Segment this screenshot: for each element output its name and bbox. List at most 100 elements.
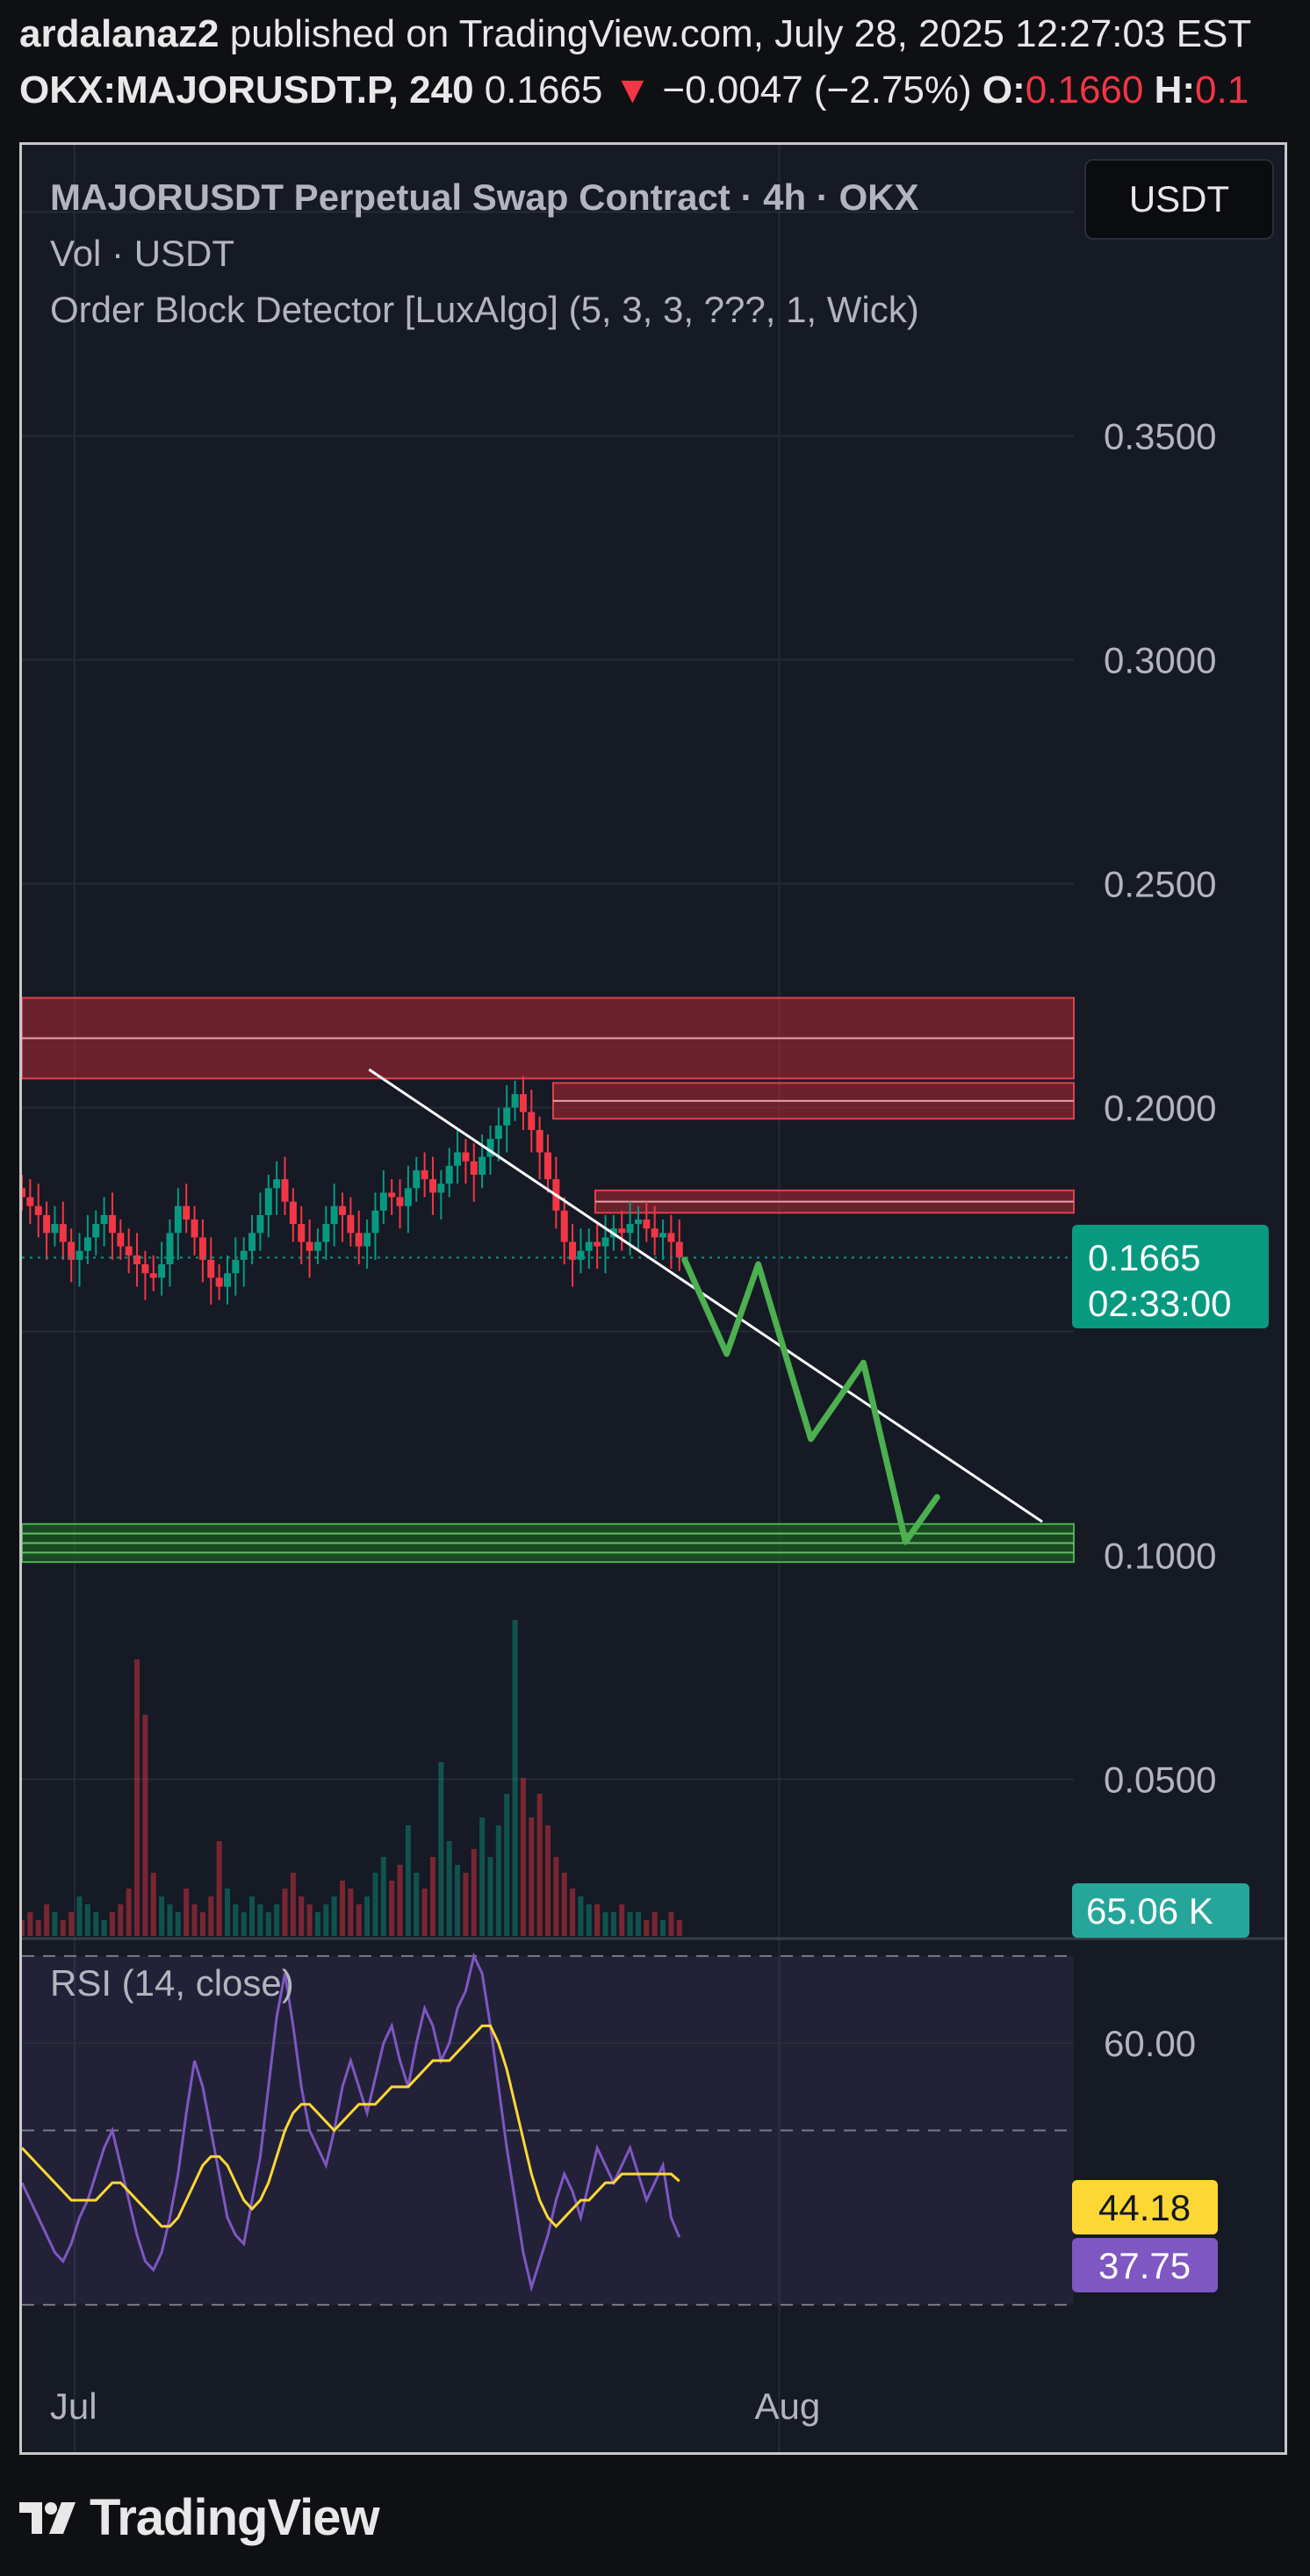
candle-body: [626, 1224, 634, 1234]
candle-body: [117, 1233, 125, 1247]
price-axis-labels: 0.40000.35000.30000.25000.20000.10000.05…: [1104, 192, 1216, 1801]
volume-bar: [175, 1912, 181, 1936]
candle-body: [569, 1241, 577, 1260]
volume-bar: [142, 1715, 148, 1936]
volume-bar: [553, 1857, 559, 1936]
volume-bar: [118, 1904, 124, 1936]
publish-info: ardalanaz2 published on TradingView.com,…: [19, 12, 1251, 56]
volume-bar: [257, 1904, 263, 1936]
chart-frame[interactable]: 0.40000.35000.30000.25000.20000.10000.05…: [19, 142, 1287, 2455]
candle-body: [330, 1205, 338, 1225]
projection-path[interactable]: [681, 1256, 940, 1545]
candle-body: [34, 1205, 42, 1215]
time-tick-label: Aug: [755, 2385, 821, 2427]
candle-body: [92, 1224, 100, 1238]
trendline[interactable]: [368, 1068, 1043, 1523]
candle-body: [313, 1241, 321, 1251]
volume-bar: [348, 1889, 354, 1936]
rsi-tag[interactable]: 37.75: [1072, 2238, 1218, 2292]
volume-bar: [660, 1920, 666, 1936]
candle-body: [651, 1228, 659, 1238]
rsi-ma-tag-value: 44.18: [1098, 2187, 1191, 2228]
volume-bar: [134, 1659, 140, 1936]
candle-body: [560, 1210, 568, 1242]
candle-body: [494, 1125, 502, 1140]
volume-bar: [306, 1904, 313, 1936]
candle-body: [273, 1179, 281, 1189]
volume-bar: [594, 1904, 601, 1936]
candle-body: [281, 1179, 289, 1202]
volume-bar: [224, 1889, 230, 1936]
volume-bar: [668, 1912, 674, 1936]
candle-body: [183, 1205, 191, 1220]
volume-bar: [216, 1841, 222, 1936]
volume-bar: [22, 1920, 25, 1936]
rsi-ma-tag[interactable]: 44.18: [1072, 2180, 1218, 2234]
candle-body: [519, 1094, 527, 1112]
volume-bar: [570, 1889, 576, 1936]
volume-bar: [323, 1904, 329, 1936]
price-tag[interactable]: 0.1665 02:33:00: [1072, 1225, 1269, 1328]
volume-bar: [340, 1881, 346, 1936]
volume-bar: [208, 1896, 214, 1936]
volume-bar: [249, 1896, 256, 1936]
candle-body: [396, 1197, 404, 1206]
candle-body: [528, 1112, 536, 1130]
candle-body: [215, 1277, 223, 1287]
volume-bar: [397, 1865, 403, 1936]
candle-body: [158, 1264, 166, 1278]
volume-bar: [167, 1904, 173, 1936]
volume-bar: [644, 1920, 650, 1936]
rsi-line: [22, 1952, 681, 2292]
candle-body: [51, 1224, 59, 1234]
candle-body: [125, 1246, 133, 1256]
volume-bar: [545, 1825, 551, 1936]
volume-bar: [389, 1881, 395, 1936]
candle-body: [462, 1152, 470, 1162]
high-label: H:: [1154, 68, 1196, 112]
candle-body: [100, 1214, 108, 1225]
volume-bar: [487, 1857, 493, 1936]
volume-bar: [282, 1889, 288, 1936]
candle-body: [363, 1233, 371, 1247]
volume-bar: [84, 1904, 90, 1936]
volume-bar: [578, 1896, 584, 1936]
high-value: 0.1: [1195, 68, 1249, 112]
candle-body: [298, 1224, 306, 1242]
volume-tag[interactable]: 65.06 K: [1072, 1883, 1249, 1938]
volume-bar: [536, 1794, 543, 1936]
candle-body: [223, 1273, 231, 1287]
candle-body: [536, 1130, 543, 1153]
legend-title: MAJORUSDT Perpetual Swap Contract · 4h ·…: [50, 176, 918, 218]
price-tick-label: 0.3000: [1104, 640, 1216, 681]
volume-bar: [52, 1912, 58, 1936]
tradingview-logo[interactable]: TradingView: [19, 2488, 380, 2547]
candle-body: [22, 1188, 25, 1198]
volume-bar: [44, 1904, 50, 1936]
candle-body: [544, 1152, 551, 1180]
price-tick-label: 0.2500: [1104, 864, 1216, 905]
candle-body: [347, 1214, 355, 1234]
candle-body: [643, 1220, 651, 1229]
candle-body: [437, 1184, 445, 1193]
currency-button[interactable]: USDT: [1084, 159, 1274, 240]
candle-body: [634, 1220, 642, 1225]
volume-bar: [191, 1904, 198, 1936]
chart-canvas[interactable]: 0.40000.35000.30000.25000.20000.10000.05…: [22, 145, 1285, 2452]
volume-bar: [274, 1904, 280, 1936]
down-arrow-icon: ▼: [613, 68, 652, 112]
volume-bar: [60, 1920, 66, 1936]
volume-bar: [602, 1912, 608, 1936]
candle-body: [83, 1237, 91, 1251]
candle-body: [675, 1241, 683, 1258]
candle-body: [68, 1241, 76, 1260]
candle-body: [413, 1169, 421, 1189]
candle-body: [198, 1237, 206, 1260]
rsi-axis-labels: 60.00: [1104, 2023, 1196, 2064]
candle-body: [339, 1205, 347, 1215]
candle-body: [585, 1241, 593, 1251]
published-text: published on TradingView.com, July 28, 2…: [219, 12, 1252, 55]
author-name[interactable]: ardalanaz2: [19, 12, 220, 55]
candle-body: [306, 1241, 313, 1251]
volume-bar: [405, 1825, 411, 1936]
